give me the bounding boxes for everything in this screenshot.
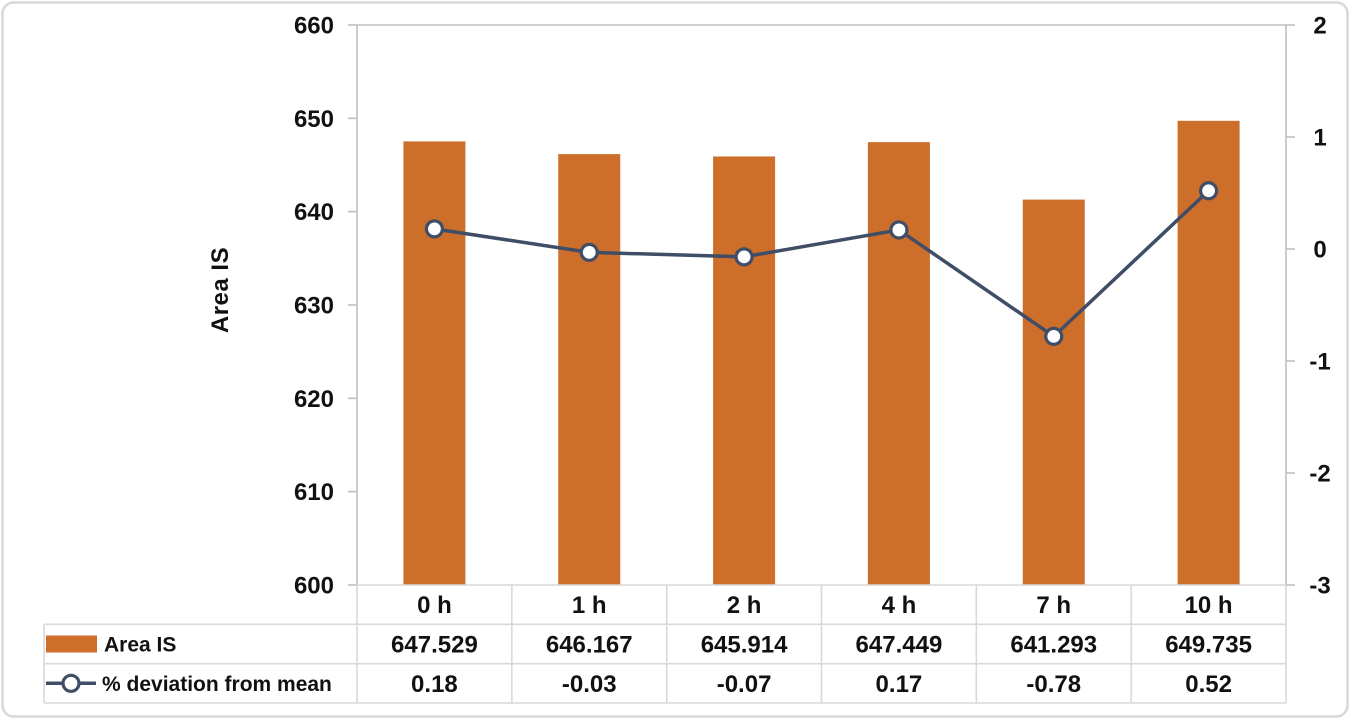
left-axis-tick-label: 610: [294, 479, 334, 506]
legend-marker-icon: [61, 673, 81, 693]
table-cell-area-is: 645.914: [701, 632, 788, 659]
axes-group: 660 650 640 630 620 610 600 2 1 0 -1 -2 -3: [294, 13, 1331, 600]
left-axis-tick-label: 660: [294, 13, 334, 40]
deviation-marker: [734, 247, 754, 267]
legend-label-deviation: % deviation from mean: [102, 673, 332, 696]
table-category-header: 1 h: [572, 592, 607, 619]
left-axis-tick-label: 640: [294, 199, 334, 226]
deviation-marker: [424, 219, 445, 239]
table-cell-area-is: 647.449: [856, 632, 943, 659]
left-axis-tick-label: 650: [294, 106, 334, 133]
right-axis-tick-label: 1: [1313, 125, 1326, 152]
bar-area-is: [403, 141, 466, 585]
table-category-header: 10 h: [1185, 592, 1233, 619]
table-cell-deviation: 0.52: [1185, 671, 1232, 698]
table-category-header: 0 h: [417, 592, 452, 619]
table-cell-area-is: 646.167: [546, 632, 633, 659]
left-axis-tick-label: 600: [294, 573, 334, 600]
table-cell-deviation: 0.18: [411, 671, 458, 698]
right-axis-tick-label: -2: [1309, 461, 1330, 488]
legend-swatch-area-is-icon: [46, 635, 97, 653]
bar-area-is: [558, 154, 621, 585]
bar-series-group: [403, 120, 1240, 585]
table-category-header: 2 h: [727, 592, 762, 619]
right-axis-tick-label: 0: [1313, 237, 1326, 264]
left-axis-title: Area IS: [207, 247, 234, 333]
right-axis-tick-label: -1: [1309, 349, 1330, 376]
left-axis-tick-label: 620: [294, 386, 334, 413]
table-cell-deviation: -0.03: [562, 671, 617, 698]
table-cell-deviation: -0.78: [1026, 671, 1081, 698]
table-cell-area-is: 647.529: [391, 632, 478, 659]
table-cell-area-is: 649.735: [1165, 632, 1252, 659]
deviation-marker: [579, 242, 599, 262]
right-axis-tick-label: -3: [1309, 573, 1330, 600]
deviation-marker: [1044, 326, 1064, 346]
bar-area-is: [1022, 199, 1085, 585]
table-cell-area-is: 641.293: [1010, 632, 1097, 659]
legend-label-area-is: Area IS: [104, 634, 176, 657]
table-cell-deviation: -0.07: [717, 671, 772, 698]
deviation-marker: [1198, 181, 1219, 201]
left-axis-tick-label: 630: [294, 293, 334, 320]
right-axis-tick-label: 2: [1313, 13, 1326, 40]
deviation-marker: [889, 220, 909, 240]
table-category-header: 4 h: [882, 592, 917, 619]
table-cell-deviation: 0.17: [876, 671, 923, 698]
line-series-group: [424, 181, 1219, 346]
data-table-group: 0 h 1 h 2 h 4 h 7 h 10 h 647.529 646.167 645.914…: [43, 584, 1287, 704]
bar-area-is: [713, 156, 776, 585]
table-category-header: 7 h: [1036, 592, 1071, 619]
deviation-line: [434, 189, 1210, 339]
bar-area-is: [867, 142, 930, 585]
